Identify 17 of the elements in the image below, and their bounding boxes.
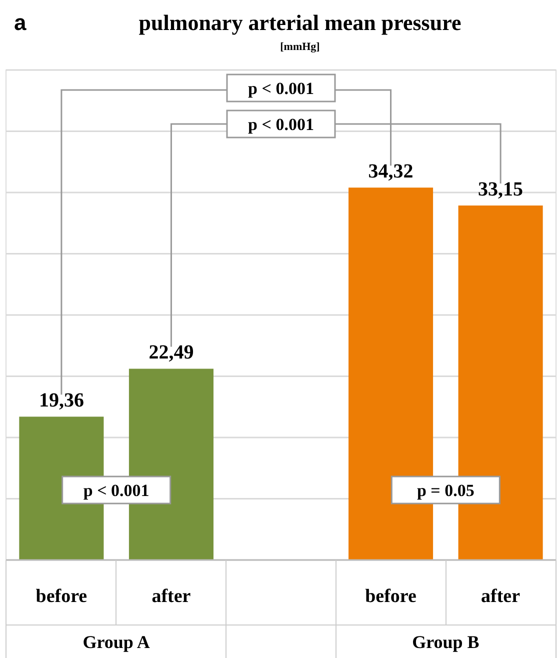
chart-subtitle: [mmHg] — [280, 41, 320, 53]
x-tick-label: after — [481, 586, 521, 607]
annotation: p < 0.001 — [248, 79, 314, 98]
text: Group B — [412, 632, 480, 652]
chart-title: pulmonary arterial mean pressure — [138, 10, 462, 35]
x-tick-label: before — [365, 586, 416, 607]
x-tick-label: after — [152, 586, 192, 607]
annotation: p < 0.001 — [248, 115, 314, 134]
text: a — [14, 10, 27, 35]
data-label: 34,32 — [368, 160, 414, 183]
text: Group A — [82, 632, 150, 652]
annotation: p = 0.05 — [416, 481, 474, 500]
data-label: 33,15 — [478, 178, 524, 201]
data-label: 22,49 — [148, 342, 194, 364]
annotation: p < 0.001 — [83, 481, 150, 500]
x-tick-label: before — [36, 586, 88, 607]
data-label: 19,36 — [38, 390, 84, 412]
